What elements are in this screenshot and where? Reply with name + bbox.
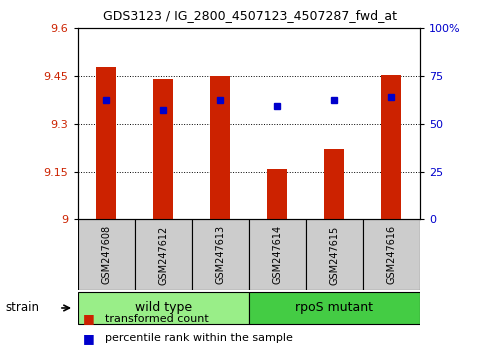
Bar (78, 292, 249, 324)
Text: GSM247612: GSM247612 (158, 225, 168, 285)
Bar (306, 219, 363, 290)
Text: percentile rank within the sample: percentile rank within the sample (105, 333, 293, 343)
Bar (153, 79, 173, 219)
Text: GSM247613: GSM247613 (215, 225, 225, 285)
Text: GSM247616: GSM247616 (386, 225, 396, 285)
Text: ■: ■ (82, 332, 94, 344)
Bar (324, 149, 344, 219)
Text: GSM247608: GSM247608 (101, 225, 111, 285)
Bar (134, 219, 192, 290)
Text: strain: strain (5, 302, 39, 314)
Bar (382, 74, 402, 219)
Text: GSM247614: GSM247614 (272, 225, 282, 285)
Bar (78, 219, 134, 290)
Bar (268, 169, 287, 219)
Bar (363, 219, 420, 290)
Bar (210, 76, 230, 219)
Bar (192, 219, 249, 290)
Text: ■: ■ (82, 312, 94, 325)
Text: GSM247615: GSM247615 (330, 225, 340, 285)
Text: GDS3123 / IG_2800_4507123_4507287_fwd_at: GDS3123 / IG_2800_4507123_4507287_fwd_at (103, 9, 397, 22)
Bar (248, 219, 306, 290)
Text: wild type: wild type (134, 302, 192, 314)
Bar (96, 67, 116, 219)
Text: transformed count: transformed count (105, 314, 209, 324)
Bar (248, 292, 420, 324)
Text: rpoS mutant: rpoS mutant (296, 302, 374, 314)
